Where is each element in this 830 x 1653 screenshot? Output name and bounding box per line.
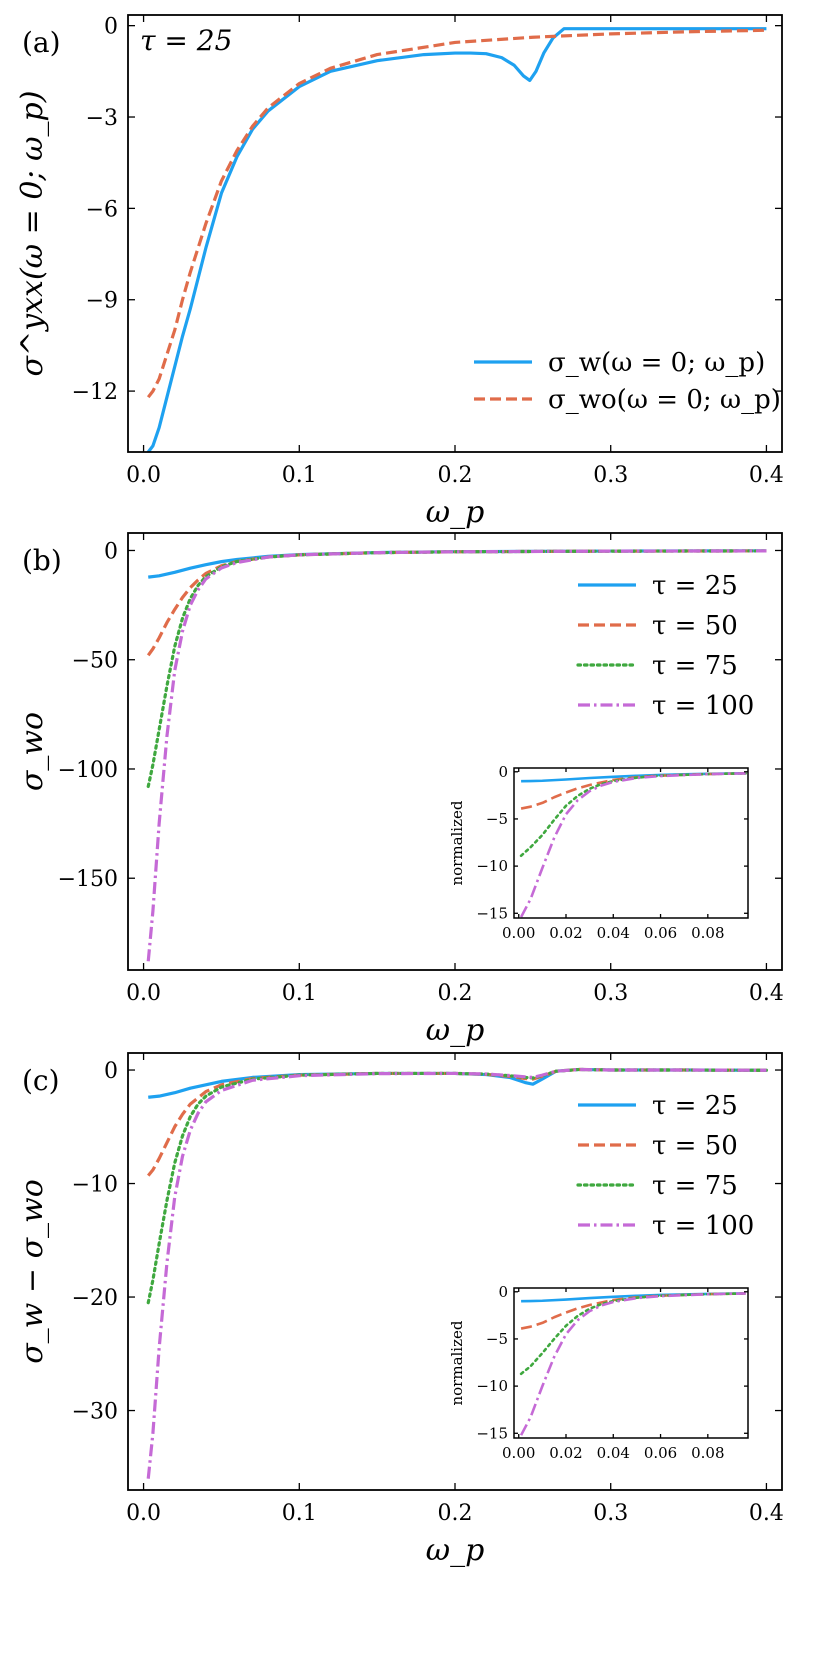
y-axis-label: σ_w − σ_wo [15,1179,50,1364]
inset-background [514,768,748,918]
legend-entry-label: τ = 25 [652,1091,738,1121]
series-line--100 [519,772,746,918]
inset-plot: 0.00 0.02 0.04 0.06 0.08 0 −5 −10 −15 normalized [448,763,749,942]
inset-plot-area [519,1292,747,1436]
y-tick-label: −30 [72,1400,118,1425]
x-tick-label: 0.1 [282,981,317,1006]
x-axis-label: ω_p [426,1533,485,1568]
y-tick-label: −6 [86,197,118,222]
x-tick-label: 0.2 [438,1501,473,1526]
x-tick-label: 0.2 [438,463,473,488]
inset-axes-frame [513,1287,749,1439]
inset-y-tick-label: −5 [486,810,508,828]
inset-plot-area [519,771,747,918]
y-tick-label: 0 [104,539,118,564]
series-line--100 [519,1292,746,1436]
legend-entry-label: τ = 50 [652,611,738,641]
panel-label: (c) [22,1064,60,1097]
panel-label: (a) [22,26,61,59]
legend-entry-label: τ = 100 [652,691,754,721]
inset-y-tick-label: −5 [486,1330,508,1348]
x-tick-label: 0.4 [749,1501,784,1526]
legend-entry-label: τ = 25 [652,571,738,601]
y-tick-label: −150 [58,867,118,892]
legend-entry-label: τ = 75 [652,651,738,681]
x-tick-label: 0.3 [593,1501,628,1526]
inset-y-tick-label: 0 [498,763,508,781]
inset-x-tick-label: 0.00 [502,924,535,942]
legend-entry-label: τ = 75 [652,1171,738,1201]
y-tick-label: −3 [86,106,118,131]
series-line--100 [146,549,767,962]
x-tick-label: 0.1 [282,1501,317,1526]
inset-y-tick-label: −15 [476,904,508,922]
x-tick-label: 0.4 [749,981,784,1006]
x-tick-label: 0.3 [593,463,628,488]
y-axis-label: σ_wo [15,712,50,791]
inset-y-axis-label: normalized [448,800,466,885]
panel-label: (b) [22,544,62,577]
tau-annotation: τ = 25 [140,24,232,57]
legend-entry-label: τ = 50 [652,1131,738,1161]
plot-area [146,27,767,452]
x-tick-label: 0.4 [749,463,784,488]
inset-axes-frame [513,767,749,919]
inset-x-tick-label: 0.00 [502,1444,535,1462]
y-tick-label: 0 [104,15,118,40]
series-line--50 [146,549,767,657]
inset-x-tick-label: 0.04 [597,1444,630,1462]
series-line--w-0-p- [146,27,767,452]
x-axis-label: ω_p [426,1013,485,1048]
inset-y-tick-label: −15 [476,1424,508,1442]
panel-c: 0.0 0.1 0.2 0.3 0.4 0 −10 −20 −30 (c) ω_p σ_w − σ_w… [15,1052,784,1568]
legend-entry-label: σ_w(ω = 0; ω_p) [548,348,765,378]
panel-b: 0.0 0.1 0.2 0.3 0.40−50−100−150(b)ω_pσ_woτ =… [15,532,784,1048]
plot-area [146,549,769,962]
series-line--wo-0-p- [146,28,767,399]
inset-x-tick-label: 0.06 [644,924,677,942]
x-tick-label: 0.1 [282,463,317,488]
y-tick-label: −20 [72,1286,118,1311]
inset-x-tick-label: 0.06 [644,1444,677,1462]
y-tick-label: −9 [86,289,118,314]
inset-y-tick-label: 0 [498,1283,508,1301]
inset-x-tick-label: 0.08 [691,924,724,942]
inset-x-tick-label: 0.04 [597,924,630,942]
y-axis-label: σ^yxx(ω = 0; ω_p) [15,91,50,377]
inset-background [514,1288,748,1438]
x-tick-label: 0.0 [126,1501,161,1526]
x-tick-label: 0.0 [126,463,161,488]
legend-entry-label: σ_wo(ω = 0; ω_p) [548,385,781,415]
y-tick-label: 0 [104,1059,118,1084]
panel-a: 0.0 0.1 0.2 0.3 0.4 0 −3 −6 −9 −12 (a) ω_p σ^yxx(ω =… [15,14,784,530]
inset-y-tick-label: −10 [476,857,508,875]
plot-area [146,1067,769,1479]
x-tick-label: 0.0 [126,981,161,1006]
y-tick-label: −100 [58,758,118,783]
series-line--100 [146,1067,767,1479]
y-tick-label: −12 [72,380,118,405]
inset-plot: 0.00 0.02 0.04 0.06 0.08 0 −5 −10 −15 normalized [448,1283,749,1462]
y-tick-label: −50 [72,649,118,674]
inset-x-tick-label: 0.02 [549,924,582,942]
legend-entry-label: τ = 100 [652,1211,754,1241]
inset-x-tick-label: 0.08 [691,1444,724,1462]
x-tick-label: 0.2 [438,981,473,1006]
inset-y-tick-label: −10 [476,1377,508,1395]
x-tick-label: 0.3 [593,981,628,1006]
inset-x-tick-label: 0.02 [549,1444,582,1462]
inset-y-axis-label: normalized [448,1320,466,1405]
x-axis-label: ω_p [426,495,485,530]
y-tick-label: −10 [72,1173,118,1198]
